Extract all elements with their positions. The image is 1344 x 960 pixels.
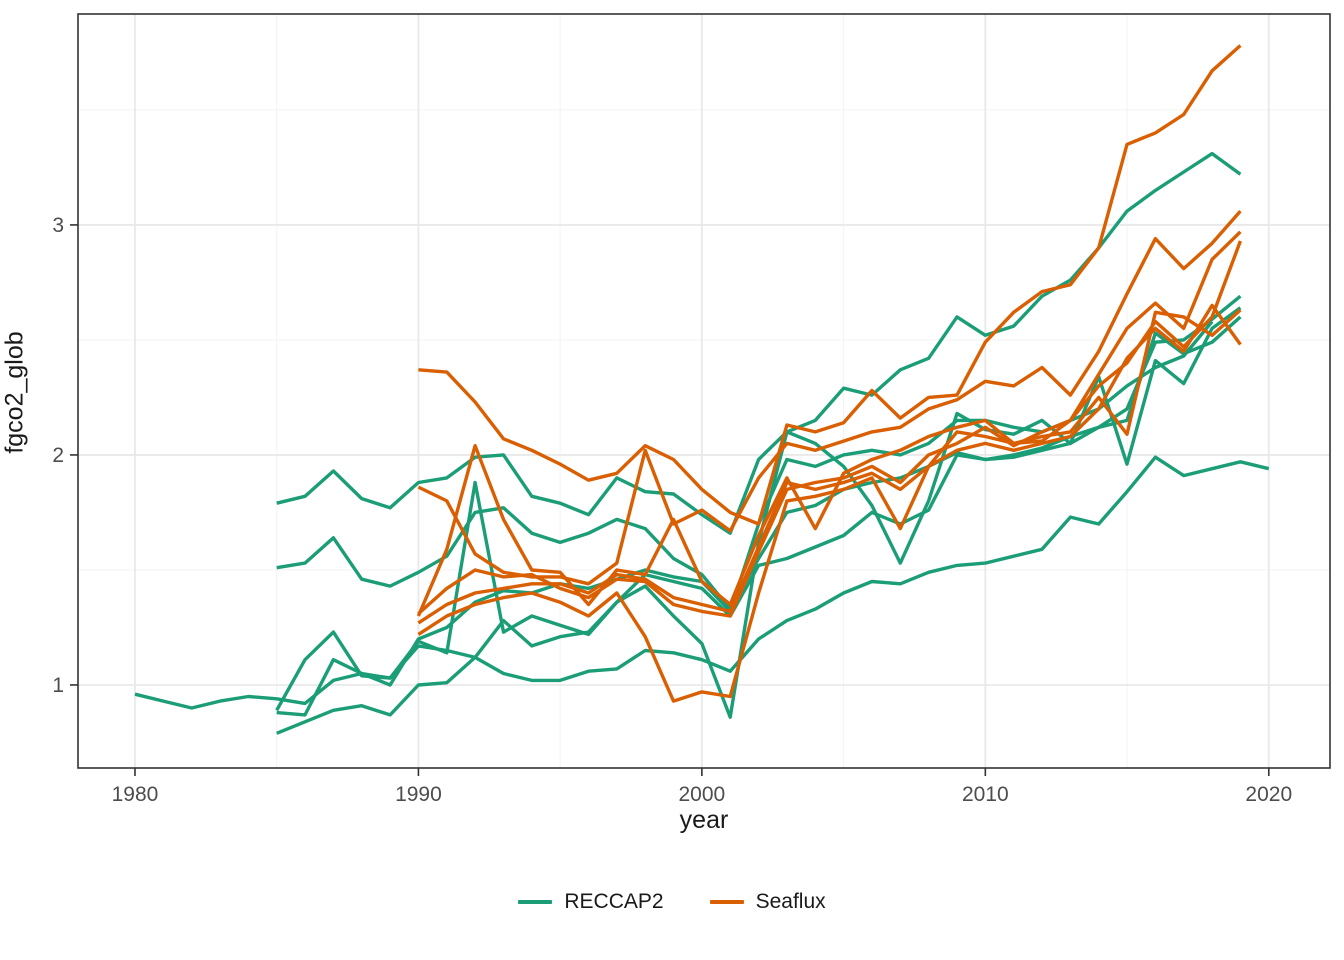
series-line-reccap2_1 bbox=[134, 455, 1270, 710]
series-line-reccap2_4 bbox=[276, 294, 1242, 611]
axis-ticks bbox=[70, 224, 1270, 776]
series-line-reccap2_3 bbox=[276, 315, 1242, 735]
legend-key-line bbox=[709, 900, 744, 904]
x-tick-label: 2010 bbox=[962, 783, 1009, 806]
y-tick-label: 1 bbox=[52, 674, 64, 697]
series-line-seaflux_3 bbox=[416, 230, 1242, 617]
y-tick-label: 2 bbox=[52, 444, 64, 467]
legend-key-line bbox=[518, 900, 553, 904]
legend-label: RECCAP2 bbox=[564, 890, 664, 913]
panel-border bbox=[77, 13, 1331, 769]
legend: RECCAP2 Seaflux bbox=[0, 890, 1344, 914]
legend-item-seaflux: Seaflux bbox=[709, 890, 826, 914]
axis-tick-labels: 1980 1990 2000 2010 2020 1 2 3 bbox=[52, 214, 1292, 806]
x-tick-label: 1980 bbox=[112, 783, 159, 806]
series-line-seaflux_2 bbox=[417, 209, 1242, 586]
series-lines bbox=[134, 44, 1270, 735]
legend-item-reccap2: RECCAP2 bbox=[518, 890, 664, 914]
series-line-seaflux_1 bbox=[418, 44, 1242, 526]
y-tick-label: 3 bbox=[52, 214, 64, 237]
panel-background bbox=[78, 14, 1330, 768]
x-tick-label: 2000 bbox=[679, 783, 726, 806]
series-line-seaflux_6 bbox=[417, 303, 1242, 703]
legend-label: Seaflux bbox=[755, 890, 826, 913]
y-axis-title: fgco2_glob bbox=[0, 331, 29, 454]
x-axis-title: year bbox=[679, 806, 729, 834]
x-tick-label: 2020 bbox=[1245, 783, 1292, 806]
x-tick-label: 1990 bbox=[395, 783, 442, 806]
series-line-reccap2_6 bbox=[276, 151, 1242, 535]
series-line-seaflux_4 bbox=[417, 240, 1242, 618]
gridlines bbox=[78, 14, 1330, 768]
